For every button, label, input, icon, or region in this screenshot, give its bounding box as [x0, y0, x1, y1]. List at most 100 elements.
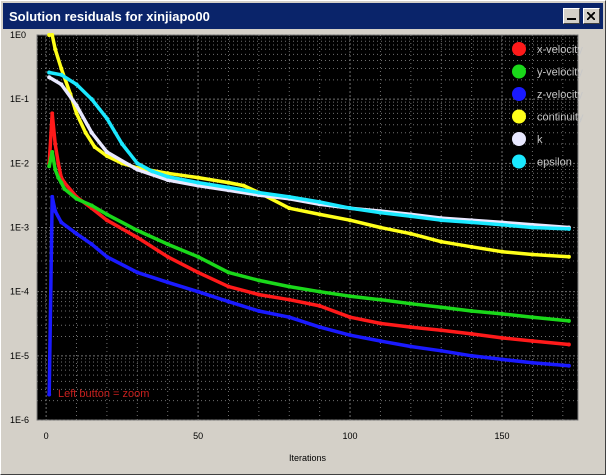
x-axis-label: Iterations — [289, 453, 327, 463]
legend-marker-z-velocity — [512, 87, 526, 101]
data-point — [378, 225, 383, 230]
legend-marker-x-velocity — [512, 42, 526, 56]
legend-marker-y-velocity — [512, 64, 526, 79]
legend-label: z-velocity — [537, 89, 583, 101]
x-tick-label: 150 — [495, 431, 510, 441]
data-point — [378, 321, 383, 326]
y-tick-label: 1E-3 — [10, 223, 29, 233]
data-point — [408, 231, 413, 236]
minimize-button[interactable] — [563, 8, 580, 24]
data-point — [566, 318, 571, 323]
data-point — [530, 225, 535, 230]
data-point — [53, 47, 58, 52]
data-point — [59, 82, 64, 87]
data-point — [135, 235, 140, 240]
data-point — [120, 142, 125, 147]
data-point — [287, 315, 292, 320]
data-point — [47, 164, 52, 169]
data-point — [530, 252, 535, 257]
data-point — [566, 254, 571, 259]
data-point — [135, 228, 140, 233]
data-point — [469, 244, 474, 249]
data-point — [469, 331, 474, 336]
data-point — [348, 294, 353, 299]
data-point — [408, 214, 413, 219]
data-point — [439, 218, 444, 223]
data-point — [74, 111, 79, 116]
data-point — [566, 226, 571, 231]
data-point — [89, 203, 94, 208]
data-point — [500, 357, 505, 362]
series-line-z-velocity — [47, 195, 571, 397]
data-point — [62, 186, 67, 191]
data-point — [378, 339, 383, 344]
data-point — [135, 161, 140, 166]
data-point — [165, 174, 170, 179]
data-point — [53, 209, 58, 214]
data-point — [408, 344, 413, 349]
data-point — [287, 297, 292, 302]
data-point — [226, 180, 231, 185]
data-point — [566, 342, 571, 347]
data-point — [256, 308, 261, 313]
data-point — [241, 183, 246, 188]
data-point — [47, 392, 52, 397]
data-point — [50, 150, 55, 155]
data-point — [287, 194, 292, 199]
data-point — [317, 289, 322, 294]
legend-label: k — [537, 134, 543, 146]
data-point — [135, 167, 140, 172]
data-point — [104, 150, 109, 155]
data-point — [348, 315, 353, 320]
data-point — [317, 325, 322, 330]
data-point — [439, 239, 444, 244]
data-point — [74, 103, 79, 108]
data-point — [287, 284, 292, 289]
data-point — [53, 167, 58, 172]
data-point — [500, 335, 505, 340]
data-point — [56, 161, 61, 166]
data-point — [196, 270, 201, 275]
data-point — [226, 270, 231, 275]
data-point — [104, 116, 109, 121]
plot-area[interactable] — [36, 34, 579, 421]
data-point — [378, 210, 383, 215]
legend-label: y-velocity — [537, 67, 583, 79]
title-bar[interactable]: Solution residuals for xinjiapo00 — [3, 3, 603, 29]
data-point — [83, 130, 88, 135]
data-point — [566, 363, 571, 368]
data-point — [500, 311, 505, 316]
data-point — [74, 196, 79, 201]
data-point — [165, 242, 170, 247]
window-title: Solution residuals for xinjiapo00 — [9, 8, 210, 24]
data-point — [104, 218, 109, 223]
data-point — [50, 194, 55, 199]
data-point — [530, 315, 535, 320]
series-layer — [47, 33, 571, 397]
axes: 1E0 1E-1 1E-2 1E-3 1E-4 1E-5 1E-6 0 50 100 150 — [10, 30, 510, 441]
data-point — [348, 333, 353, 338]
data-point — [439, 328, 444, 333]
legend: x-velocity y-velocity z-velocity continuity… — [512, 42, 584, 169]
series-line-k — [47, 75, 571, 230]
data-point — [59, 66, 64, 71]
data-point — [165, 177, 170, 182]
y-tick-label: 1E-5 — [10, 351, 29, 361]
data-point — [469, 220, 474, 225]
close-icon — [587, 12, 595, 20]
legend-marker-continuity — [512, 109, 526, 124]
data-point — [317, 303, 322, 308]
data-point — [89, 242, 94, 247]
data-point — [47, 75, 52, 80]
legend-marker-epsilon — [512, 154, 526, 169]
close-button[interactable] — [583, 8, 600, 24]
data-point — [196, 254, 201, 259]
data-point — [530, 339, 535, 344]
data-point — [165, 280, 170, 285]
data-point — [287, 206, 292, 211]
legend-label: continuity — [537, 112, 584, 124]
data-point — [74, 231, 79, 236]
data-point — [500, 249, 505, 254]
data-point — [92, 144, 97, 149]
